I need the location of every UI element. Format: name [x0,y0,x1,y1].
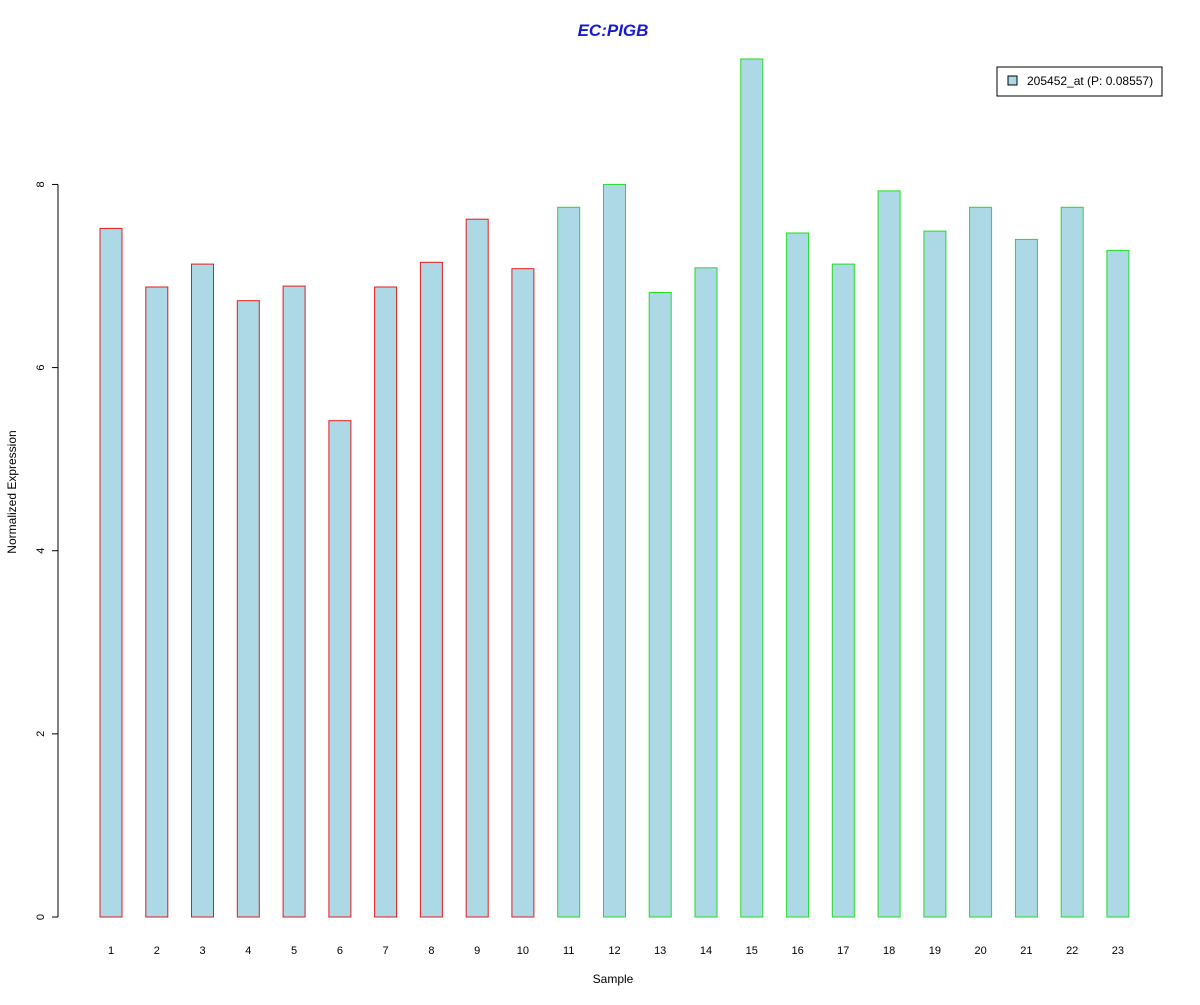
x-tick-label: 2 [154,945,160,957]
x-axis-label: Sample [593,972,634,986]
bar-sample-1 [99,227,123,918]
y-tick-label: 4 [35,548,47,554]
bar-sample-4 [236,300,260,918]
bar-sample-19 [923,230,947,918]
bar-sample-12 [603,183,626,918]
x-tick-label: 17 [837,945,849,957]
bar-sample-21 [1014,238,1038,918]
x-tick-label: 9 [474,945,480,957]
y-axis: 0 2 4 6 8 [35,181,59,920]
x-tick-label: 20 [974,945,986,957]
chart-title: EC:PIGB [578,21,649,40]
x-tick-label: 10 [517,945,529,957]
x-tick-label: 11 [563,945,574,957]
x-tick-label: 14 [700,945,712,957]
x-tick-label: 1 [108,945,114,957]
x-tick-labels: 1 2 3 4 5 6 7 8 9 10 11 12 13 14 15 16 17 18 19 20 21 22 23 [108,945,1124,957]
y-tick-label: 0 [35,914,47,920]
bar-sample-10 [511,268,535,918]
x-tick-label: 12 [608,945,620,957]
x-tick-label: 3 [199,945,205,957]
x-tick-label: 5 [291,945,297,957]
x-tick-label: 18 [883,945,895,957]
bar-sample-14 [694,267,718,918]
y-tick-label: 2 [35,731,47,737]
bar-sample-5 [282,285,306,918]
bar-sample-17 [831,263,855,918]
bar-sample-7 [374,286,398,918]
x-tick-label: 19 [929,945,941,957]
y-tick-label: 8 [35,181,47,187]
bar-sample-20 [969,206,993,918]
bar-sample-16 [786,232,810,918]
bar-sample-6 [328,420,352,918]
bar-sample-9 [465,218,489,918]
x-tick-label: 15 [746,945,758,957]
bar-sample-3 [191,263,214,918]
legend-entry: 205452_at (P: 0.08557) [1027,74,1153,88]
bar-sample-2 [145,286,169,918]
x-tick-label: 22 [1066,945,1078,957]
x-tick-label: 7 [383,945,389,957]
x-tick-label: 13 [654,945,666,957]
bar-sample-22 [1060,206,1084,918]
x-tick-label: 16 [791,945,803,957]
x-tick-label: 6 [337,945,343,957]
x-tick-label: 4 [245,945,251,957]
bar-sample-13 [648,292,672,918]
x-tick-label: 8 [428,945,434,957]
x-tick-label: 21 [1020,945,1032,957]
y-axis-label: Normalized Expression [5,430,19,553]
legend: 205452_at (P: 0.08557) [996,66,1163,97]
bar-sample-8 [419,261,443,918]
x-tick-label: 23 [1112,945,1124,957]
bar-sample-23 [1106,249,1130,918]
legend-box [996,66,1163,97]
bar-sample-15 [740,58,764,918]
bar-sample-18 [877,190,901,918]
bar-sample-11 [557,206,581,918]
y-tick-label: 6 [35,365,47,371]
legend-swatch [1007,75,1018,86]
bars-group [99,58,1130,918]
